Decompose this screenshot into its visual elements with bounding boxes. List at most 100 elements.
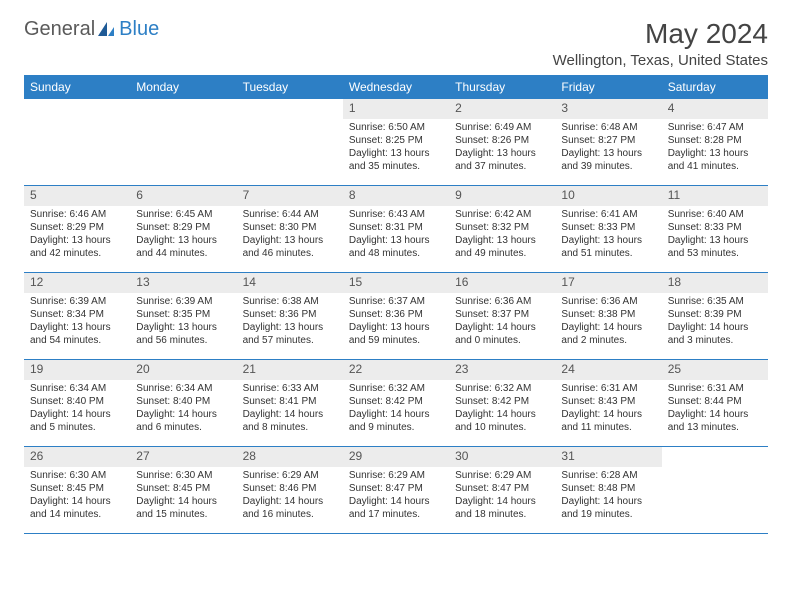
day-number: 5: [24, 186, 130, 206]
sunrise-text: Sunrise: 6:29 AM: [243, 469, 337, 482]
day-number: 23: [449, 360, 555, 380]
day-number: 17: [555, 273, 661, 293]
sunrise-text: Sunrise: 6:36 AM: [561, 295, 655, 308]
dow-friday: Friday: [555, 75, 661, 99]
week-row: 1Sunrise: 6:50 AMSunset: 8:25 PMDaylight…: [24, 99, 768, 186]
day-number: 22: [343, 360, 449, 380]
day-cell: 10Sunrise: 6:41 AMSunset: 8:33 PMDayligh…: [555, 186, 661, 272]
daylight-text: Daylight: 13 hours and 57 minutes.: [243, 321, 337, 347]
daylight-text: Daylight: 13 hours and 35 minutes.: [349, 147, 443, 173]
sunset-text: Sunset: 8:28 PM: [668, 134, 762, 147]
week-row: 5Sunrise: 6:46 AMSunset: 8:29 PMDaylight…: [24, 186, 768, 273]
page-header: General Blue May 2024 Wellington, Texas,…: [24, 18, 768, 69]
day-body: Sunrise: 6:39 AMSunset: 8:35 PMDaylight:…: [130, 293, 236, 351]
sunrise-text: Sunrise: 6:30 AM: [30, 469, 124, 482]
sunrise-text: Sunrise: 6:35 AM: [668, 295, 762, 308]
sunset-text: Sunset: 8:45 PM: [30, 482, 124, 495]
day-number: 24: [555, 360, 661, 380]
sunset-text: Sunset: 8:25 PM: [349, 134, 443, 147]
day-number: 4: [662, 99, 768, 119]
day-cell: 3Sunrise: 6:48 AMSunset: 8:27 PMDaylight…: [555, 99, 661, 185]
day-body: Sunrise: 6:34 AMSunset: 8:40 PMDaylight:…: [24, 380, 130, 438]
day-cell: 2Sunrise: 6:49 AMSunset: 8:26 PMDaylight…: [449, 99, 555, 185]
day-cell: 7Sunrise: 6:44 AMSunset: 8:30 PMDaylight…: [237, 186, 343, 272]
day-cell: 29Sunrise: 6:29 AMSunset: 8:47 PMDayligh…: [343, 447, 449, 533]
day-number: [237, 99, 343, 119]
day-body: Sunrise: 6:33 AMSunset: 8:41 PMDaylight:…: [237, 380, 343, 438]
day-cell: 12Sunrise: 6:39 AMSunset: 8:34 PMDayligh…: [24, 273, 130, 359]
day-number: 20: [130, 360, 236, 380]
day-cell: 22Sunrise: 6:32 AMSunset: 8:42 PMDayligh…: [343, 360, 449, 446]
sunset-text: Sunset: 8:26 PM: [455, 134, 549, 147]
sunrise-text: Sunrise: 6:32 AM: [349, 382, 443, 395]
daylight-text: Daylight: 14 hours and 8 minutes.: [243, 408, 337, 434]
title-block: May 2024 Wellington, Texas, United State…: [553, 18, 768, 69]
day-number: 13: [130, 273, 236, 293]
day-cell: 25Sunrise: 6:31 AMSunset: 8:44 PMDayligh…: [662, 360, 768, 446]
day-number: 6: [130, 186, 236, 206]
sunrise-text: Sunrise: 6:43 AM: [349, 208, 443, 221]
day-cell: 8Sunrise: 6:43 AMSunset: 8:31 PMDaylight…: [343, 186, 449, 272]
sunset-text: Sunset: 8:32 PM: [455, 221, 549, 234]
day-number: 31: [555, 447, 661, 467]
day-body: Sunrise: 6:46 AMSunset: 8:29 PMDaylight:…: [24, 206, 130, 264]
daylight-text: Daylight: 14 hours and 10 minutes.: [455, 408, 549, 434]
sunset-text: Sunset: 8:40 PM: [136, 395, 230, 408]
dow-wednesday: Wednesday: [343, 75, 449, 99]
week-row: 26Sunrise: 6:30 AMSunset: 8:45 PMDayligh…: [24, 447, 768, 534]
daylight-text: Daylight: 14 hours and 15 minutes.: [136, 495, 230, 521]
day-cell: 5Sunrise: 6:46 AMSunset: 8:29 PMDaylight…: [24, 186, 130, 272]
brand-logo: General Blue: [24, 18, 159, 41]
sunset-text: Sunset: 8:27 PM: [561, 134, 655, 147]
day-body: Sunrise: 6:38 AMSunset: 8:36 PMDaylight:…: [237, 293, 343, 351]
calendar: SundayMondayTuesdayWednesdayThursdayFrid…: [24, 75, 768, 534]
day-number: 16: [449, 273, 555, 293]
day-number: 2: [449, 99, 555, 119]
sunset-text: Sunset: 8:41 PM: [243, 395, 337, 408]
day-body: Sunrise: 6:50 AMSunset: 8:25 PMDaylight:…: [343, 119, 449, 177]
day-number: 12: [24, 273, 130, 293]
sunset-text: Sunset: 8:33 PM: [561, 221, 655, 234]
day-body: Sunrise: 6:43 AMSunset: 8:31 PMDaylight:…: [343, 206, 449, 264]
brand-word-1: General: [24, 18, 95, 41]
daylight-text: Daylight: 13 hours and 49 minutes.: [455, 234, 549, 260]
day-body: Sunrise: 6:36 AMSunset: 8:37 PMDaylight:…: [449, 293, 555, 351]
sunrise-text: Sunrise: 6:28 AM: [561, 469, 655, 482]
day-body: Sunrise: 6:29 AMSunset: 8:47 PMDaylight:…: [449, 467, 555, 525]
day-cell: 30Sunrise: 6:29 AMSunset: 8:47 PMDayligh…: [449, 447, 555, 533]
sunrise-text: Sunrise: 6:44 AM: [243, 208, 337, 221]
sunrise-text: Sunrise: 6:49 AM: [455, 121, 549, 134]
day-cell: [662, 447, 768, 533]
daylight-text: Daylight: 13 hours and 56 minutes.: [136, 321, 230, 347]
day-body: Sunrise: 6:47 AMSunset: 8:28 PMDaylight:…: [662, 119, 768, 177]
week-row: 19Sunrise: 6:34 AMSunset: 8:40 PMDayligh…: [24, 360, 768, 447]
sunset-text: Sunset: 8:46 PM: [243, 482, 337, 495]
day-body: Sunrise: 6:40 AMSunset: 8:33 PMDaylight:…: [662, 206, 768, 264]
day-cell: 9Sunrise: 6:42 AMSunset: 8:32 PMDaylight…: [449, 186, 555, 272]
month-title: May 2024: [553, 18, 768, 50]
sunset-text: Sunset: 8:43 PM: [561, 395, 655, 408]
day-cell: 11Sunrise: 6:40 AMSunset: 8:33 PMDayligh…: [662, 186, 768, 272]
day-cell: 13Sunrise: 6:39 AMSunset: 8:35 PMDayligh…: [130, 273, 236, 359]
sunrise-text: Sunrise: 6:38 AM: [243, 295, 337, 308]
brand-word-2: Blue: [119, 18, 159, 41]
day-body: Sunrise: 6:30 AMSunset: 8:45 PMDaylight:…: [24, 467, 130, 525]
daylight-text: Daylight: 13 hours and 51 minutes.: [561, 234, 655, 260]
day-cell: 23Sunrise: 6:32 AMSunset: 8:42 PMDayligh…: [449, 360, 555, 446]
sunset-text: Sunset: 8:33 PM: [668, 221, 762, 234]
sunset-text: Sunset: 8:30 PM: [243, 221, 337, 234]
day-number: 26: [24, 447, 130, 467]
sunset-text: Sunset: 8:45 PM: [136, 482, 230, 495]
daylight-text: Daylight: 14 hours and 2 minutes.: [561, 321, 655, 347]
day-cell: 17Sunrise: 6:36 AMSunset: 8:38 PMDayligh…: [555, 273, 661, 359]
day-number: 27: [130, 447, 236, 467]
sunrise-text: Sunrise: 6:34 AM: [136, 382, 230, 395]
day-of-week-row: SundayMondayTuesdayWednesdayThursdayFrid…: [24, 75, 768, 99]
day-cell: [237, 99, 343, 185]
location-text: Wellington, Texas, United States: [553, 52, 768, 69]
sunset-text: Sunset: 8:34 PM: [30, 308, 124, 321]
day-body: Sunrise: 6:31 AMSunset: 8:43 PMDaylight:…: [555, 380, 661, 438]
day-number: [24, 99, 130, 119]
day-number: 1: [343, 99, 449, 119]
day-cell: 24Sunrise: 6:31 AMSunset: 8:43 PMDayligh…: [555, 360, 661, 446]
